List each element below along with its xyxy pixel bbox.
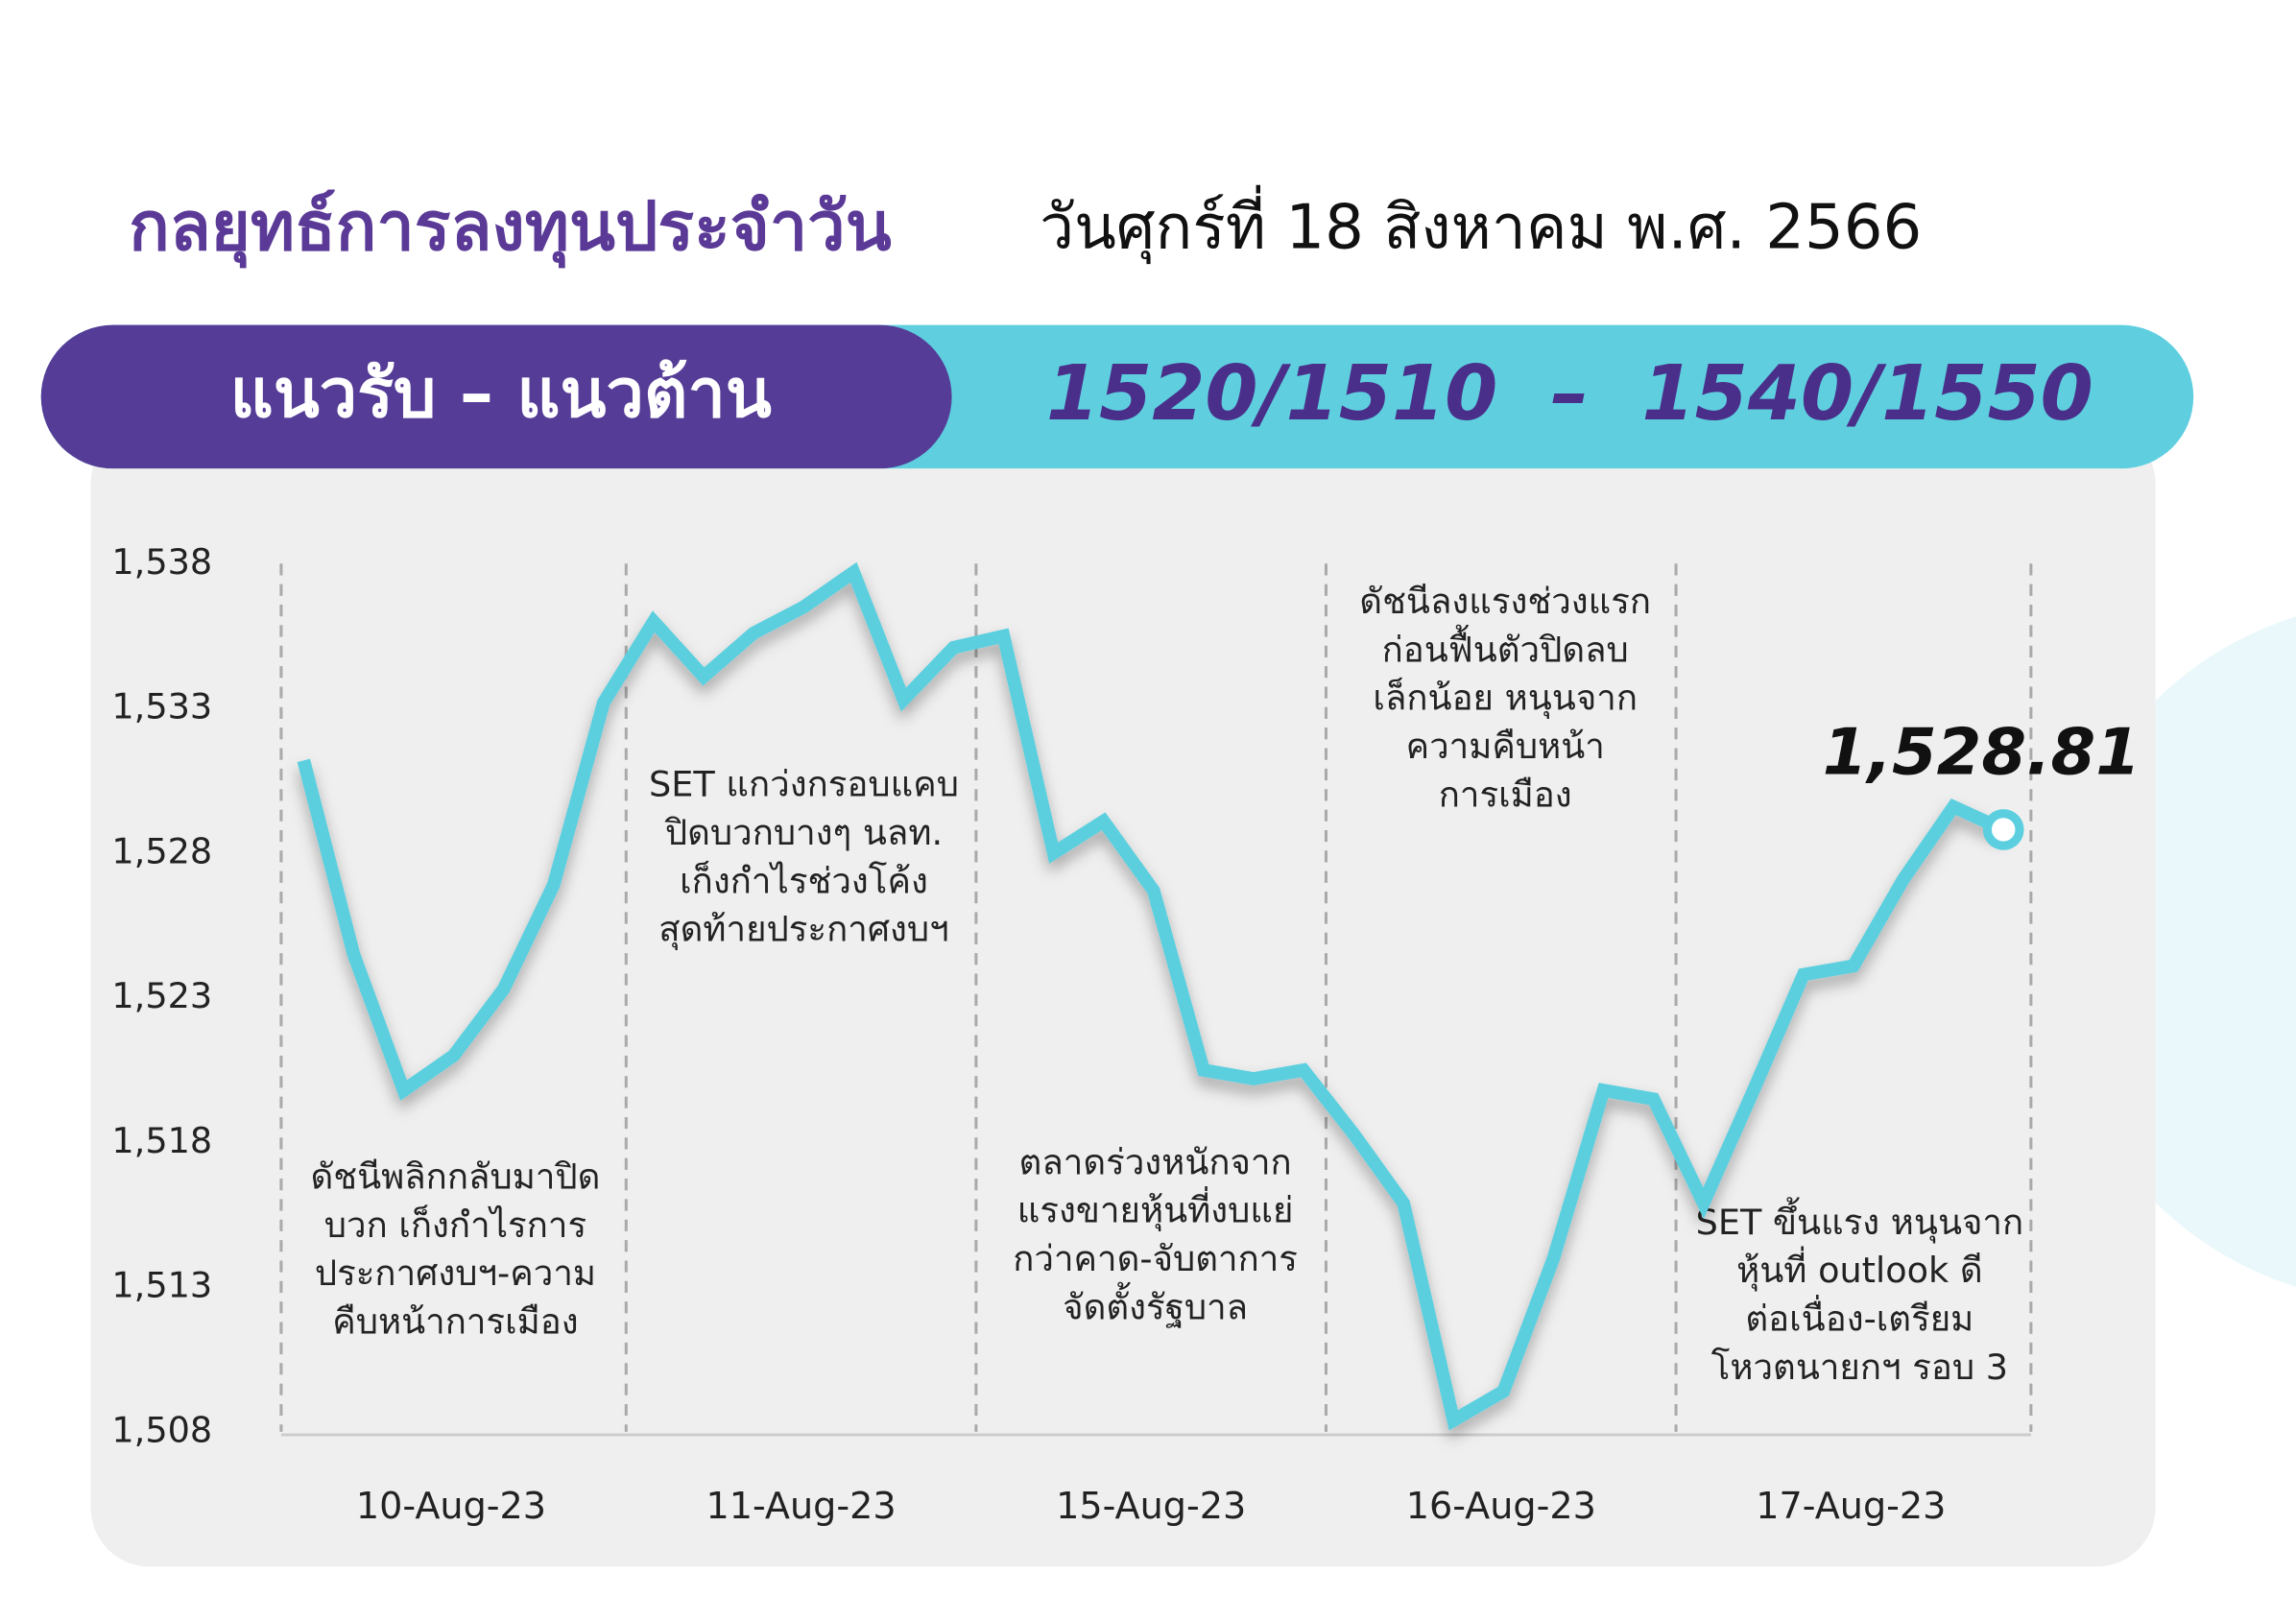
y-tick-label: 1,528 — [111, 830, 212, 871]
annotation: จัดตั้งรัฐบาล — [1063, 1281, 1248, 1328]
y-tick-label: 1,513 — [111, 1265, 212, 1306]
x-tick-label: 17-Aug-23 — [1756, 1485, 1946, 1527]
annotation: เก็งกำไรช่วงโค้ง — [680, 859, 928, 901]
y-tick-label: 1,538 — [111, 541, 212, 583]
annotation: ต่อเนื่อง-เตรียม — [1745, 1294, 1973, 1339]
annotation: ประกาศงบฯ-ความ — [315, 1252, 596, 1294]
line — [297, 561, 2007, 1431]
title: กลยุทธ์การลงทุนประจำวัน — [129, 187, 891, 269]
y-tick-label: 1,508 — [111, 1409, 212, 1450]
x-tick-label: 16-Aug-23 — [1406, 1485, 1596, 1527]
annotation: ความคืบหน้า — [1406, 726, 1605, 767]
annotation: ตลาดร่วงหนักจาก — [1019, 1141, 1292, 1182]
x-tick-label: 15-Aug-23 — [1056, 1485, 1246, 1527]
last-point — [1982, 809, 2024, 850]
annotation: บวก เก็งกำไรการ — [324, 1204, 586, 1246]
annotation: เล็กน้อย หนุนจาก — [1373, 677, 1638, 720]
y-tick-label: 1,523 — [111, 975, 212, 1016]
annotation: โหวตนายกฯ รอบ 3 — [1711, 1347, 2008, 1388]
annotation: แรงขายหุ้นที่งบแย่ — [1017, 1186, 1294, 1232]
x-tick-label: 11-Aug-23 — [706, 1485, 897, 1527]
chart-panel — [90, 424, 2156, 1567]
annotation: SET ขึ้นแรง หนุนจาก — [1696, 1197, 2024, 1244]
annotation: หุ้นที่ outlook ดี — [1736, 1246, 1982, 1292]
annotation: คืบหน้าการเมือง — [332, 1301, 578, 1343]
subtitle: วันศุกร์ที่ 18 สิงหาคม พ.ศ. 2566 — [1040, 185, 1922, 265]
annotation: ดัชนีลงแรงช่วงแรก — [1359, 581, 1651, 622]
y-tick-label: 1,518 — [111, 1120, 212, 1161]
y-tick-label: 1,533 — [111, 686, 212, 727]
annotation: SET แกว่งกรอบแคบ — [649, 764, 959, 805]
x-tick-label: 10-Aug-23 — [356, 1485, 546, 1527]
annotation: ดัชนีพลิกกลับมาปิด — [310, 1156, 600, 1198]
annotation: กว่าคาด-จับตาการ — [1013, 1238, 1298, 1279]
range-label: แนวรับ – แนวต้าน — [230, 354, 772, 433]
range-banner-label-bg — [40, 324, 952, 469]
annotation: การเมือง — [1439, 774, 1572, 815]
value-label: 1,528.81 — [1823, 715, 2141, 790]
annotation: สุดท้ายประกาศงบฯ — [658, 909, 948, 951]
annotation: ก่อนฟื้นตัวปิดลบ — [1382, 624, 1629, 670]
range-value: 1520/1510 – 1540/1550 — [1046, 348, 2093, 438]
annotation: ปิดบวกบางๆ นลท. — [664, 812, 944, 853]
